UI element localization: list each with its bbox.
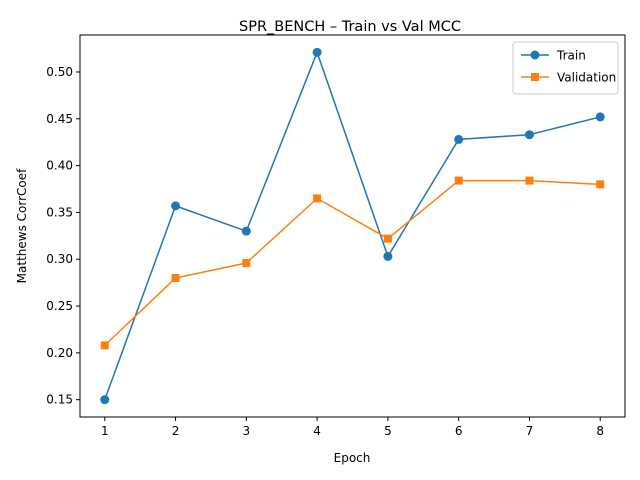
x-tick-label: 2 — [172, 424, 180, 438]
y-axis-ticks: 0.15 0.20 0.25 0.30 0.35 0.40 0.45 0.50 — [46, 65, 80, 407]
x-tick-label: 5 — [384, 424, 392, 438]
y-tick-label: 0.30 — [46, 252, 73, 266]
chart-title: SPR_BENCH – Train vs Val MCC — [239, 19, 461, 35]
legend-label-validation: Validation — [557, 71, 616, 85]
x-tick-label: 1 — [101, 424, 109, 438]
data-point-validation — [171, 273, 180, 282]
data-point-train — [383, 251, 393, 261]
series-layer — [100, 47, 605, 405]
y-tick-label: 0.20 — [46, 346, 73, 360]
x-tick-label: 7 — [526, 424, 534, 438]
data-point-train — [241, 226, 251, 236]
plot-frame — [79, 34, 626, 418]
x-tick-label: 4 — [313, 424, 321, 438]
x-tick-label: 6 — [455, 424, 463, 438]
y-tick-label: 0.35 — [46, 205, 73, 219]
data-point-validation — [383, 234, 392, 243]
legend-entry-validation: Validation — [521, 71, 616, 85]
data-point-validation — [313, 194, 322, 203]
y-tick-label: 0.45 — [46, 112, 73, 126]
data-point-train — [454, 134, 464, 144]
y-tick-label: 0.40 — [46, 159, 73, 173]
x-axis-ticks: 1 2 3 4 5 6 7 8 — [101, 417, 604, 438]
data-point-train — [312, 47, 322, 57]
series-line-validation — [104, 179, 601, 346]
legend-entry-train: Train — [521, 49, 586, 63]
legend-label-train: Train — [556, 49, 586, 63]
data-point-validation — [525, 176, 534, 185]
legend-marker-train — [530, 50, 540, 60]
legend: Train Validation — [512, 41, 619, 95]
y-axis-label: Matthews CorrCoef — [15, 168, 29, 283]
data-point-train — [100, 395, 110, 405]
y-tick-label: 0.50 — [46, 65, 73, 79]
y-tick-label: 0.15 — [46, 393, 73, 407]
data-point-validation — [454, 176, 463, 185]
data-point-train — [595, 112, 605, 122]
data-point-validation — [242, 258, 251, 267]
data-point-train — [524, 130, 534, 140]
x-tick-label: 8 — [596, 424, 604, 438]
data-point-validation — [100, 341, 109, 350]
data-point-train — [171, 201, 181, 211]
series-line-train — [104, 51, 601, 400]
legend-marker-validation — [531, 73, 539, 81]
x-axis-label: Epoch — [334, 451, 371, 465]
x-tick-label: 3 — [243, 424, 251, 438]
y-tick-label: 0.25 — [46, 299, 73, 313]
data-point-validation — [596, 180, 605, 189]
